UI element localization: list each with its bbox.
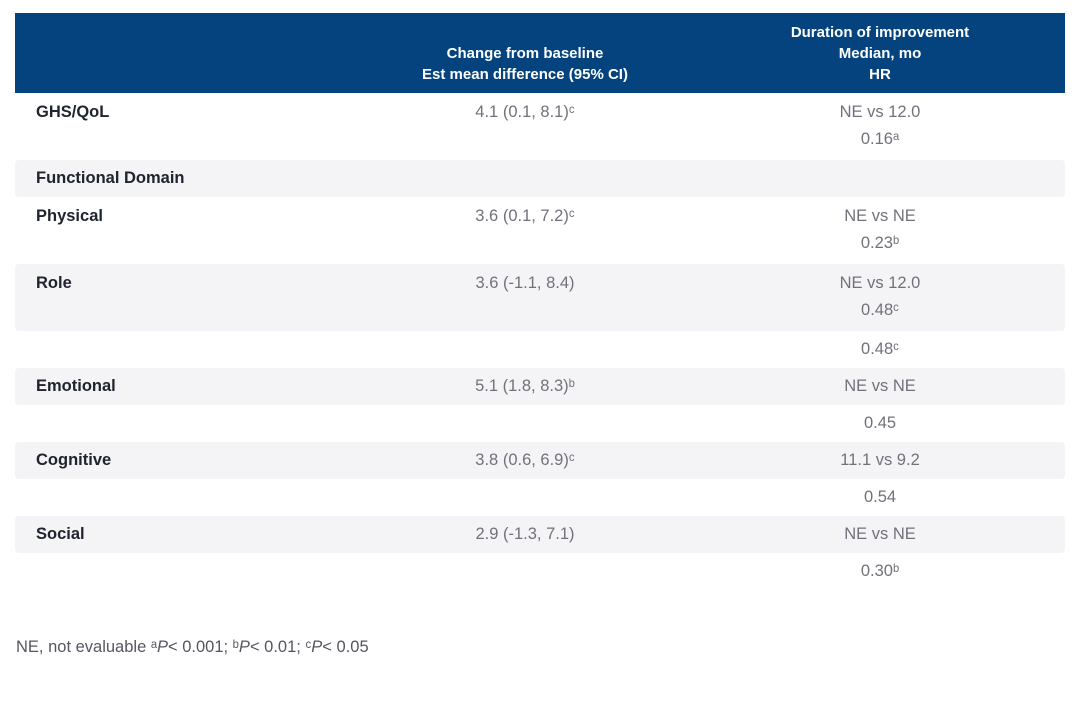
duration-line: NE vs 12.0	[839, 274, 921, 292]
table-row: 0.45	[15, 405, 1065, 442]
row-label: Cognitive	[36, 451, 112, 469]
table-row: Role 3.6 (-1.1, 8.4) NE vs 12.0 0.48ᶜ	[15, 264, 1065, 331]
table-body: GHS/QoL 4.1 (0.1, 8.1)ᶜ NE vs 12.0 0.16ᵃ Fun…	[15, 93, 1065, 590]
duration-line: 0.54	[863, 488, 897, 506]
header-line: Duration of improvement	[790, 24, 970, 41]
duration-of-improvement-value: NE vs 12.0 0.16ᵃ	[695, 99, 1065, 153]
duration-of-improvement-value: 11.1 vs 9.2	[695, 447, 1065, 474]
duration-line: NE vs NE	[844, 525, 916, 543]
table-row: Cognitive 3.8 (0.6, 6.9)ᶜ 11.1 vs 9.2	[15, 442, 1065, 479]
footnote: NE, not evaluable ᵃP< 0.001; ᵇP< 0.01; ᶜ…	[16, 638, 1080, 657]
footnote-text: < 0.05	[322, 638, 369, 656]
header-line: HR	[869, 66, 891, 83]
header-line: Median, mo	[838, 45, 922, 62]
row-label: Emotional	[36, 377, 116, 395]
duration-line: 0.45	[863, 414, 897, 432]
duration-of-improvement-value: NE vs NE	[695, 373, 1065, 400]
duration-of-improvement-value: NE vs NE 0.23ᵇ	[695, 203, 1065, 257]
footnote-pvalue-symbol: P	[156, 638, 168, 656]
table-row: GHS/QoL 4.1 (0.1, 8.1)ᶜ NE vs 12.0 0.16ᵃ	[15, 93, 1065, 160]
duration-of-improvement-value: NE vs NE	[695, 521, 1065, 548]
table-row: 0.54	[15, 479, 1065, 516]
row-label: Physical	[36, 207, 103, 225]
header-col-change-from-baseline: Change from baseline Est mean difference…	[355, 43, 695, 93]
footnote-text: NE, not evaluable ᵃ	[16, 638, 157, 656]
table-row: 0.48ᶜ	[15, 331, 1065, 368]
footnote-text: < 0.001; ᵇ	[168, 638, 239, 656]
table-row: Emotional 5.1 (1.8, 8.3)ᵇ NE vs NE	[15, 368, 1065, 405]
duration-line: 0.23ᵇ	[860, 234, 900, 252]
duration-line: NE vs 12.0	[839, 103, 921, 121]
header-line: Change from baseline	[446, 45, 604, 62]
row-label: GHS/QoL	[36, 103, 110, 121]
duration-of-improvement-value: 0.48ᶜ	[695, 336, 1065, 363]
duration-line: 0.30ᵇ	[860, 562, 900, 580]
header-col-domain	[15, 85, 355, 93]
duration-of-improvement-value: NE vs 12.0 0.48ᶜ	[695, 270, 1065, 324]
footnote-pvalue-symbol: P	[311, 638, 323, 656]
duration-line: NE vs NE	[844, 377, 916, 395]
qol-results-table: Change from baseline Est mean difference…	[15, 13, 1065, 590]
change-from-baseline-value: 5.1 (1.8, 8.3)ᵇ	[475, 377, 575, 395]
duration-line: NE vs NE	[844, 207, 916, 225]
header-col-duration-of-improvement: Duration of improvement Median, mo HR	[695, 22, 1065, 93]
duration-line: 0.48ᶜ	[861, 301, 899, 319]
change-from-baseline-value: 2.9 (-1.3, 7.1)	[475, 525, 575, 543]
footnote-pvalue-symbol: P	[238, 638, 250, 656]
duration-of-improvement-value: 0.45	[695, 410, 1065, 437]
change-from-baseline-value: 3.6 (-1.1, 8.4)	[475, 274, 575, 292]
duration-line: 0.16ᵃ	[860, 130, 900, 148]
row-label: Social	[36, 525, 85, 543]
header-line: Est mean difference (95% CI)	[422, 66, 628, 83]
footnote-text: < 0.01; ᶜ	[249, 638, 312, 656]
table-row: Social 2.9 (-1.3, 7.1) NE vs NE	[15, 516, 1065, 553]
table-row: 0.30ᵇ	[15, 553, 1065, 590]
table-header: Change from baseline Est mean difference…	[15, 13, 1065, 93]
duration-of-improvement-value: 0.54	[695, 484, 1065, 511]
duration-line: 0.48ᶜ	[861, 340, 899, 358]
row-label: Functional Domain	[36, 169, 185, 187]
row-label: Role	[36, 274, 72, 292]
change-from-baseline-value: 3.6 (0.1, 7.2)ᶜ	[475, 207, 575, 225]
duration-of-improvement-value: 0.30ᵇ	[695, 558, 1065, 585]
duration-line: 11.1 vs 9.2	[840, 451, 920, 469]
table-row: Physical 3.6 (0.1, 7.2)ᶜ NE vs NE 0.23ᵇ	[15, 197, 1065, 264]
change-from-baseline-value: 3.8 (0.6, 6.9)ᶜ	[475, 451, 575, 469]
change-from-baseline-value: 4.1 (0.1, 8.1)ᶜ	[475, 103, 575, 121]
table-row: Functional Domain	[15, 160, 1065, 197]
